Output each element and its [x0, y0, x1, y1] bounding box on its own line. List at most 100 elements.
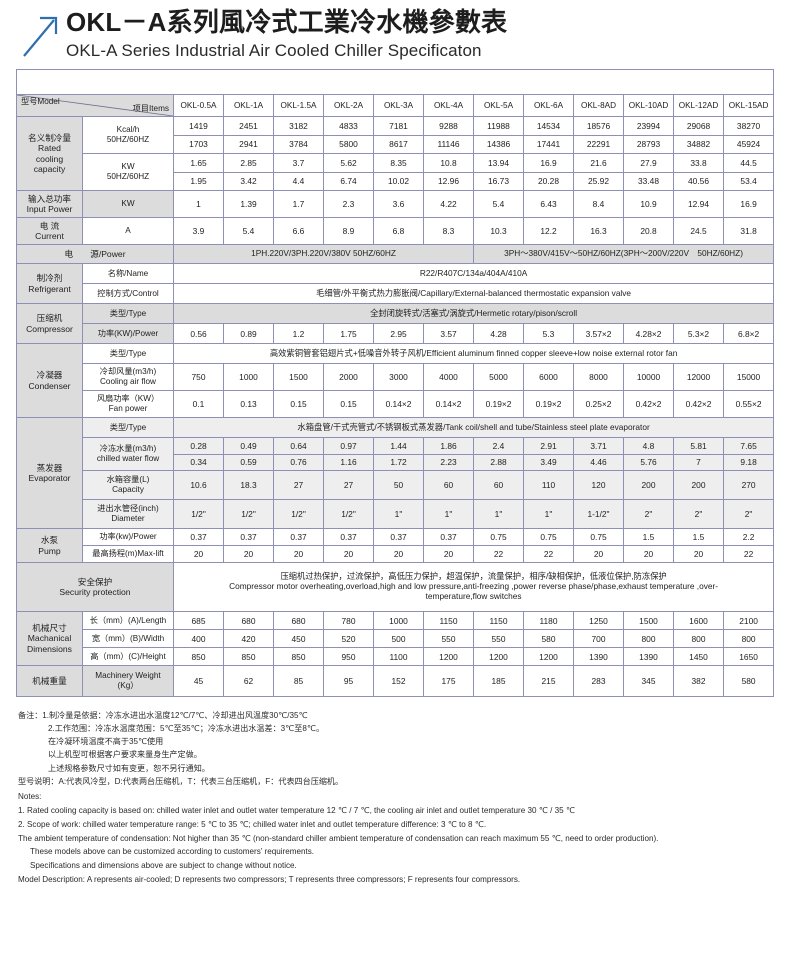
cell-kw50-10: 33.8	[673, 153, 724, 173]
note-cn-4: 上述规格参数尺寸如有变更，恕不另行通知。	[48, 763, 210, 773]
cell-inputpower-0: 1	[173, 190, 224, 219]
cell-tank-8: 120	[573, 470, 624, 501]
table-row: 最高扬程(m)Max-lift 20 20 20 20 20 20 22 22 …	[17, 545, 775, 564]
cell-kw50-2: 3.7	[273, 153, 324, 173]
cell-length-5: 1150	[423, 611, 474, 631]
cell-tank-6: 60	[473, 470, 524, 501]
cell-kcal60-8: 22291	[573, 134, 624, 155]
cell-chw60-10: 7	[673, 453, 724, 472]
cell-length-4: 1000	[373, 611, 424, 631]
cell-dia-10: 2"	[673, 499, 724, 530]
security-line-cn: 压缩机过热保护，过流保护，高低压力保护，超温保护，流量保护，相序/缺相保护，低液…	[280, 571, 667, 582]
cell-maxlift-10: 20	[673, 545, 724, 564]
cell-comppower-1: 0.89	[223, 323, 274, 345]
cell-width-4: 500	[373, 629, 424, 649]
row-label-weight: 机械重量	[16, 665, 83, 698]
cell-maxlift-11: 22	[722, 545, 775, 564]
table-row: 进出水管径(inch) Diameter 1/2" 1/2" 1/2" 1/2"…	[17, 499, 775, 530]
cell-current-5: 8.3	[423, 217, 474, 246]
row-label-input-power: 输入总功率 Input Power	[16, 190, 83, 219]
cell-dia-5: 1"	[423, 499, 474, 530]
cell-tank-5: 60	[423, 470, 474, 501]
cell-chw60-0: 0.34	[173, 453, 224, 472]
cell-chw60-8: 4.46	[573, 453, 624, 472]
cell-fanpower-0: 0.1	[173, 390, 224, 419]
cell-tank-9: 200	[623, 470, 674, 501]
item-label-refrigerant-control: 控制方式/Control	[82, 283, 174, 305]
cell-kw50-8: 21.6	[573, 153, 624, 173]
table-row: 电 流 Current A 3.9 5.4 6.6 8.9 6.8 8.3 10…	[16, 217, 775, 246]
table-row: 水泵 Pump 功率(kw)/Power 0.37 0.37 0.37 0.37…	[16, 528, 775, 564]
specification-table: OKL-A系列风冷式工业冷水机参数表 型号Model 项目Items OKL-0…	[15, 69, 775, 698]
cell-current-9: 20.8	[623, 217, 674, 246]
cell-comppower-11: 6.8×2	[722, 323, 775, 345]
cell-pumppower-10: 1.5	[673, 528, 724, 547]
cell-length-11: 2100	[722, 611, 775, 631]
page-title-en: OKL-A Series Industrial Air Cooled Chill…	[66, 40, 482, 60]
cell-length-10: 1600	[673, 611, 724, 631]
cell-pumppower-4: 0.37	[373, 528, 424, 547]
cell-airflow-1: 1000	[223, 363, 274, 392]
item-label-kw: KW 50HZ/60HZ	[82, 153, 174, 192]
cell-fanpower-5: 0.14×2	[423, 390, 474, 419]
cell-weight-11: 580	[722, 665, 775, 698]
cell-length-2: 680	[273, 611, 324, 631]
cell-width-2: 450	[273, 629, 324, 649]
table-column-header-row: 型号Model 项目Items OKL-0.5A OKL-1A OKL-1.5A…	[16, 94, 775, 118]
table-row: 控制方式/Control 毛细管/外平衡式热力膨胀阀/Capillary/Ext…	[17, 283, 775, 305]
model-col-4: OKL-3A	[373, 94, 424, 118]
cell-inputpower-2: 1.7	[273, 190, 324, 219]
cell-airflow-6: 5000	[473, 363, 524, 392]
cell-kcal50-3: 4833	[323, 116, 374, 136]
model-col-10: OKL-12AD	[673, 94, 724, 118]
cell-kcal50-2: 3182	[273, 116, 324, 136]
cell-dia-1: 1/2"	[223, 499, 274, 530]
cell-dia-8: 1-1/2"	[573, 499, 624, 530]
cell-weight-3: 95	[323, 665, 374, 698]
header-corner-cell: 型号Model 项目Items	[16, 94, 174, 118]
cell-tank-7: 110	[523, 470, 574, 501]
cell-fanpower-7: 0.19×2	[523, 390, 574, 419]
note-en-1: 2. Scope of work: chilled water temperat…	[18, 819, 487, 829]
cell-refrigerant-control-value: 毛细管/外平衡式热力膨胀阀/Capillary/External-balance…	[172, 283, 775, 305]
table-row: 功率(KW)/Power 0.56 0.89 1.2 1.75 2.95 3.5…	[17, 323, 775, 345]
cell-height-2: 850	[273, 647, 324, 667]
cell-width-6: 550	[473, 629, 524, 649]
cell-current-2: 6.6	[273, 217, 324, 246]
cell-kcal50-7: 14534	[523, 116, 574, 136]
cell-maxlift-2: 20	[273, 545, 324, 564]
cell-airflow-5: 4000	[423, 363, 474, 392]
table-row: 压缩机 Compressor 类型/Type 全封闭旋转式/活塞式/涡旋式/He…	[16, 303, 775, 345]
cell-maxlift-9: 20	[623, 545, 674, 564]
cell-chw50-3: 0.97	[323, 437, 374, 455]
cell-height-10: 1450	[673, 647, 724, 667]
cell-width-1: 420	[223, 629, 274, 649]
cell-comppower-2: 1.2	[273, 323, 324, 345]
table-banner: OKL-A系列风冷式工业冷水机参数表	[15, 69, 775, 96]
cell-kcal50-5: 9288	[423, 116, 474, 136]
table-row: 制冷剂 Refrigerant 名称/Name R22/R407C/134a/4…	[16, 263, 775, 305]
cell-inputpower-5: 4.22	[423, 190, 474, 219]
table-row: 风扇功率（KW） Fan power 0.1 0.13 0.15 0.15 0.…	[17, 390, 775, 419]
cell-kw50-6: 13.94	[473, 153, 524, 173]
item-label-pipe-diameter: 进出水管径(inch) Diameter	[82, 499, 174, 530]
cell-airflow-11: 15000	[722, 363, 775, 392]
spec-table-wrap: OKL-A系列风冷式工业冷水机参数表 型号Model 项目Items OKL-0…	[15, 69, 775, 698]
cell-fanpower-2: 0.15	[273, 390, 324, 419]
cell-dia-2: 1/2"	[273, 499, 324, 530]
item-label-compressor-power: 功率(KW)/Power	[82, 323, 174, 345]
cell-security-value: 压缩机过热保护，过流保护，高低压力保护，超温保护，流量保护，相序/缺相保护，低液…	[172, 562, 775, 613]
cell-inputpower-10: 12.94	[673, 190, 724, 219]
cell-kw50-9: 27.9	[623, 153, 674, 173]
table-row: 冷却风量(m3/h) Cooling air flow 750 1000 150…	[17, 363, 775, 392]
cell-airflow-9: 10000	[623, 363, 674, 392]
model-col-2: OKL-1.5A	[273, 94, 324, 118]
cell-chw60-11: 9.18	[722, 453, 775, 472]
cell-kcal60-0: 1703	[173, 134, 224, 155]
cell-chw60-5: 2.23	[423, 453, 474, 472]
cell-chw50-0: 0.28	[173, 437, 224, 455]
cell-maxlift-4: 20	[373, 545, 424, 564]
cell-kcal50-4: 7181	[373, 116, 424, 136]
cell-height-4: 1100	[373, 647, 424, 667]
cell-airflow-8: 8000	[573, 363, 624, 392]
